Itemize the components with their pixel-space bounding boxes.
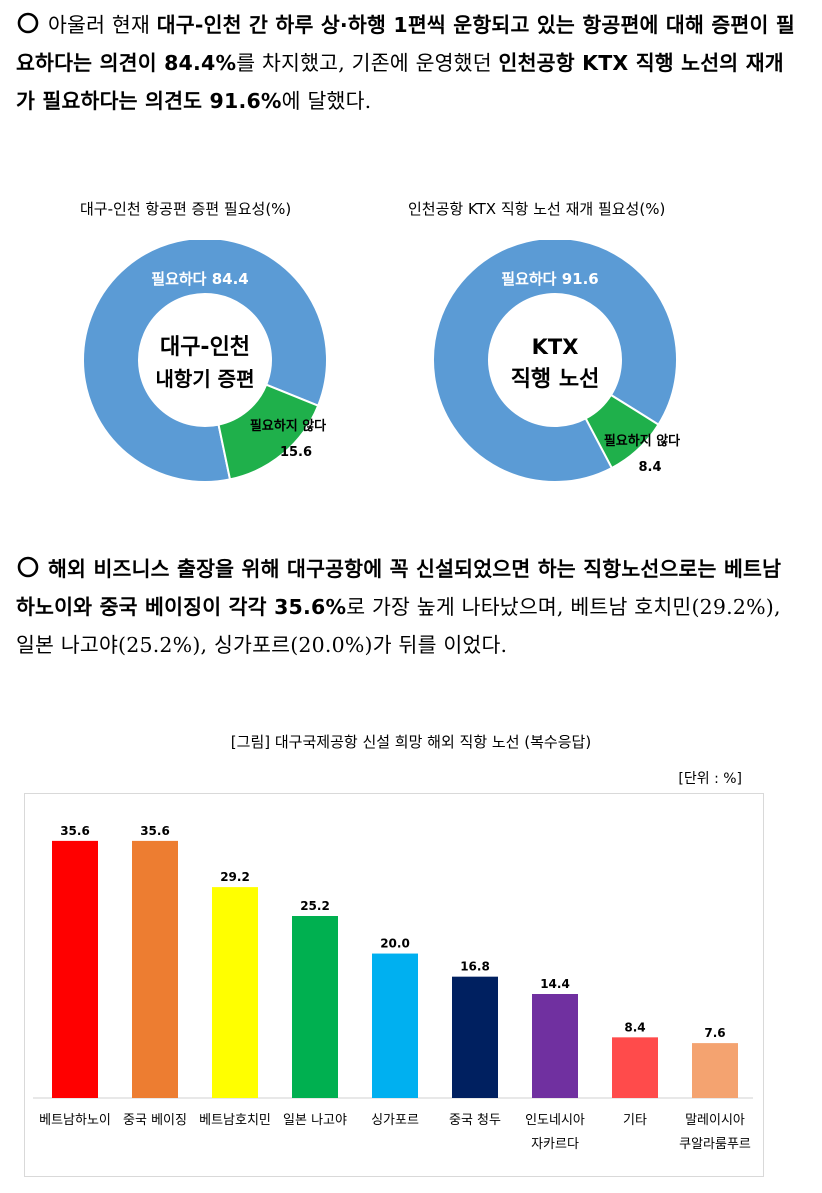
donut1-center-line2: 내항기 증편 xyxy=(156,367,255,391)
bar-8 xyxy=(692,1043,738,1098)
bar-category-label-7: 기타 xyxy=(623,1113,647,1128)
bar-4 xyxy=(372,953,418,1098)
paragraph2-text: 해외 비즈니스 출장을 위해 대구공항에 꼭 신설되었으면 하는 직항노선으로는… xyxy=(16,557,781,657)
bar-6 xyxy=(532,994,578,1098)
paragraph-airport-survey: 아울러 현재 대구-인천 간 하루 상·하행 1편씩 운항되고 있는 항공편에 … xyxy=(16,6,802,120)
bar-value-label-2: 29.2 xyxy=(220,870,250,884)
paragraph1-run-3: 인천공항 KTX 직행 노선의 재개가 필요하다는 의견도 91.6% xyxy=(16,51,784,113)
bar-chart-box: 35.6 베트남하노이 35.6 중국 베이징 29.2 베트남호치민 25.2 일본 나고야… xyxy=(24,793,764,1177)
paragraph1-run-0: 아울러 현재 xyxy=(48,13,157,37)
donut2-center-line1: KTX xyxy=(532,335,579,359)
bar-category-label-3: 일본 나고야 xyxy=(283,1113,347,1128)
bar-chart-routes: 35.6 베트남하노이 35.6 중국 베이징 29.2 베트남호치민 25.2 일본 나고야… xyxy=(33,824,753,1152)
donut2-slice-no xyxy=(584,393,660,470)
bar-2 xyxy=(212,887,258,1098)
paragraph1-text: 아울러 현재 대구-인천 간 하루 상·하행 1편씩 운항되고 있는 항공편에 … xyxy=(16,13,795,113)
circle-bullet-icon xyxy=(17,556,39,578)
bar-value-label-4: 20.0 xyxy=(380,937,410,951)
bar-value-label-3: 25.2 xyxy=(300,899,330,913)
bar-value-label-6: 14.4 xyxy=(540,977,570,991)
donut1-no-value: 15.6 xyxy=(280,445,312,460)
donut1-slice-yes xyxy=(82,240,328,483)
donut1-slice-no xyxy=(217,383,320,481)
bar-category-label-8-1: 쿠알라룸푸르 xyxy=(679,1137,751,1152)
bar-1 xyxy=(132,840,178,1098)
unit-label: [단위 : %] xyxy=(678,771,742,787)
bar-category-label-0: 베트남하노이 xyxy=(39,1113,111,1128)
donut2-no-value: 8.4 xyxy=(638,460,661,475)
bar-value-label-5: 16.8 xyxy=(460,960,490,974)
bar-5 xyxy=(452,976,498,1098)
figure-caption: [그림] 대구국제공항 신설 희망 해외 직항 노선 (복수응답) xyxy=(230,733,592,751)
paragraph1-run-1: 대구-인천 간 하루 상·하행 1편씩 운항되고 있는 항공편에 대해 증편이 … xyxy=(16,13,795,75)
donut1-no-label: 필요하지 않다 xyxy=(250,418,326,434)
bar-7 xyxy=(612,1037,658,1098)
donut2-center-line2: 직행 노선 xyxy=(511,367,600,392)
bar-category-label-2: 베트남호치민 xyxy=(199,1113,271,1128)
bar-value-label-0: 35.6 xyxy=(60,824,90,838)
bar-category-label-8-0: 말레이시아 xyxy=(685,1113,745,1128)
donut1-center-line1: 대구-인천 xyxy=(160,335,250,360)
bar-0 xyxy=(52,840,98,1098)
paragraph2-run-1: 로 가장 높게 나타났으며, 베트남 호치민(29.2%), 일본 나고야(25… xyxy=(16,595,781,657)
donut1-yes-label: 필요하다 84.4 xyxy=(151,270,248,288)
bar-value-label-1: 35.6 xyxy=(140,824,170,838)
paragraph1-run-4: 에 달했다. xyxy=(281,89,372,113)
bar-category-label-5: 중국 청두 xyxy=(449,1113,501,1128)
donut2-title: 인천공항 KTX 직항 노선 재개 필요성(%) xyxy=(408,200,666,218)
donut2-no-label: 필요하지 않다 xyxy=(604,433,680,449)
bar-category-label-1: 중국 베이징 xyxy=(123,1113,187,1128)
bar-category-label-4: 싱가포르 xyxy=(371,1113,419,1128)
paragraph1-run-2: 를 차지했고, 기존에 운영했던 xyxy=(236,51,499,75)
bar-value-label-8: 7.6 xyxy=(704,1026,725,1040)
paragraph2-run-0: 해외 비즈니스 출장을 위해 대구공항에 꼭 신설되었으면 하는 직항노선으로는… xyxy=(16,557,782,619)
bar-value-label-7: 8.4 xyxy=(624,1020,645,1034)
donut2-slice-yes xyxy=(432,240,678,483)
bar-category-label-6-1: 자카르다 xyxy=(531,1137,579,1152)
donut1-title: 대구-인천 항공편 증편 필요성(%) xyxy=(80,200,292,218)
circle-bullet-icon xyxy=(17,12,39,34)
bar-3 xyxy=(292,916,338,1098)
bar-category-label-6-0: 인도네시아 xyxy=(525,1113,585,1128)
paragraph-overseas-routes: 해외 비즈니스 출장을 위해 대구공항에 꼭 신설되었으면 하는 직항노선으로는… xyxy=(16,550,802,664)
donut2-yes-label: 필요하다 91.6 xyxy=(501,270,598,288)
